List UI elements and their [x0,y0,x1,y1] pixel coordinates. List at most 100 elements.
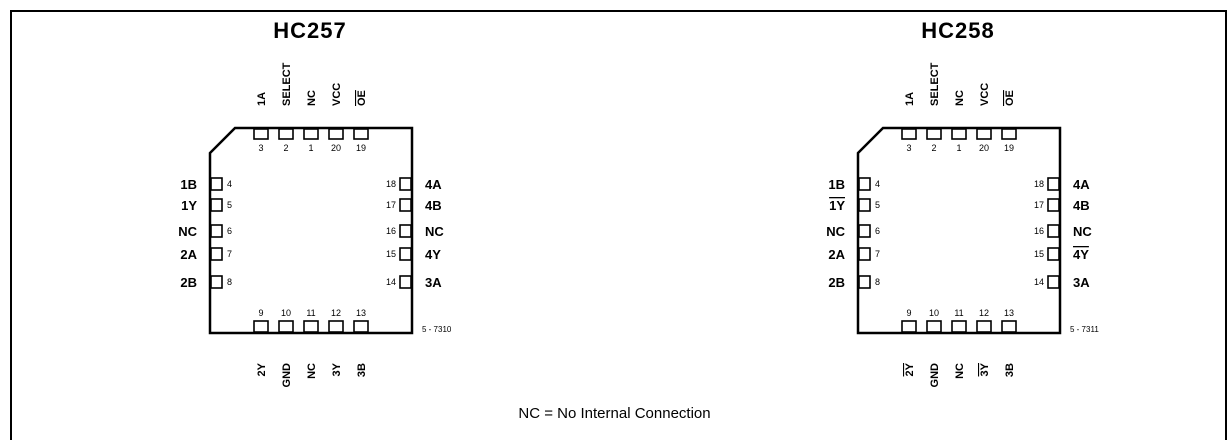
right-pin: 17 4B [386,198,442,213]
pin-pad [976,128,992,140]
pin-label: 2B [180,275,197,290]
pin-label: 2Y [904,362,916,376]
pin-label: 2Y [256,362,268,376]
pin-pad [253,128,269,140]
pin-number: 15 [1034,249,1044,259]
package-title: HC257 [273,18,347,43]
bottom-pin: 12 3Y [976,308,992,376]
pin-number: 5 [875,200,880,210]
left-pin: 6 NC [826,224,880,239]
pin-label: 1A [904,92,916,106]
top-pin: 3 1A [253,92,269,153]
pin-number: 10 [929,308,939,318]
pin-pad [858,247,871,261]
pin-label: NC [954,363,966,379]
figure-reference-number: 5 - 7310 [422,325,452,334]
top-pin: 20 VCC [976,83,992,153]
pin-number: 1 [308,143,313,153]
pin-pad [210,247,223,261]
pin-label: 2A [828,247,845,262]
top-pin: 2 SELECT [926,62,942,153]
pin-number: 17 [386,200,396,210]
bottom-pin: 9 2Y [901,308,917,376]
right-pin: 14 3A [1034,275,1090,290]
pin-pad [976,320,992,333]
pin-number: 17 [1034,200,1044,210]
pin-number: 19 [1004,143,1014,153]
right-pin: 16 NC [386,224,444,239]
pin-pad [926,320,942,333]
pin-number: 19 [356,143,366,153]
pin-label: NC [826,224,845,239]
pin-label: 4A [1073,177,1090,192]
pin-label: VCC [331,83,343,106]
right-pin: 15 4Y [386,247,441,262]
package-hc258: HC258 3 1A 2 SELECT 1 NC 20 VCC 19 OE 9 2Y 10 GND 11 NC… [648,0,1208,435]
pin-pad [901,320,917,333]
pinout-diagram-hc258: 3 1A 2 SELECT 1 NC 20 VCC 19 OE 9 2Y 10 GND 11 NC 12 3Y 13… [826,62,1099,388]
pin-pad [303,128,319,140]
top-pin: 1 NC [951,90,967,153]
pin-pad [353,320,369,333]
pin-label: OE [356,90,368,106]
pin-label: 1Y [181,198,197,213]
pin-label: NC [1073,224,1092,239]
left-pin: 5 1Y [181,198,232,213]
pin-label: 3B [1004,363,1016,377]
pin-label: 3B [356,363,368,377]
package-hc257: HC257 3 1A 2 SELECT 1 NC 20 VCC 19 OE 9 2Y 10 GND 11 NC… [0,0,560,435]
pin-label: 1B [828,177,845,192]
pin-pad [210,198,223,212]
left-pin: 8 2B [180,275,232,290]
left-pin: 7 2A [828,247,880,262]
package-title: HC258 [921,18,995,43]
pin-number: 6 [875,226,880,236]
bottom-pin: 13 3B [353,308,369,377]
pin-label: 1A [256,92,268,106]
pin-pad [210,177,223,191]
pinout-diagram-hc257: 3 1A 2 SELECT 1 NC 20 VCC 19 OE 9 2Y 10 GND 11 NC 12 3Y 13… [178,62,452,387]
figure-reference-number: 5 - 7311 [1070,325,1099,334]
pin-number: 15 [386,249,396,259]
pin-number: 3 [906,143,911,153]
bottom-pin: 10 GND [926,308,942,388]
pin-number: 8 [875,277,880,287]
pin-number: 3 [258,143,263,153]
pin-pad [353,128,369,140]
chip-body-outline [208,126,414,335]
pin-label: NC [306,90,318,106]
pin-number: 13 [356,308,366,318]
pin-number: 8 [227,277,232,287]
top-pin: 3 1A [901,92,917,153]
pin-label: GND [929,363,941,388]
top-pin: 1 NC [303,90,319,153]
left-pin: 4 1B [180,177,232,192]
bottom-pin: 11 NC [951,308,967,379]
pin-number: 4 [875,179,880,189]
pin-pad [278,320,294,333]
pin-number: 18 [386,179,396,189]
top-pin: 19 OE [353,90,369,153]
left-pin: 7 2A [180,247,232,262]
pin-number: 20 [331,143,341,153]
top-pin: 20 VCC [328,83,344,153]
right-pin: 14 3A [386,275,442,290]
pin-label: SELECT [929,62,941,106]
pin-number: 10 [281,308,291,318]
pin-pad [253,320,269,333]
pin-number: 9 [906,308,911,318]
pin-label: NC [425,224,444,239]
pin-label: 4B [425,198,442,213]
pin-label: 3Y [331,362,343,376]
pin-pad [1047,198,1060,212]
pin-pad [858,275,871,289]
pin-number: 16 [1034,226,1044,236]
pin-label: VCC [979,83,991,106]
bottom-pin: 9 2Y [253,308,269,376]
bottom-pin: 13 3B [1001,308,1017,377]
pin-pad [951,128,967,140]
pin-pad [399,275,412,289]
pin-label: 3A [425,275,442,290]
pin-label: SELECT [281,62,293,106]
pin-pad [210,224,223,238]
